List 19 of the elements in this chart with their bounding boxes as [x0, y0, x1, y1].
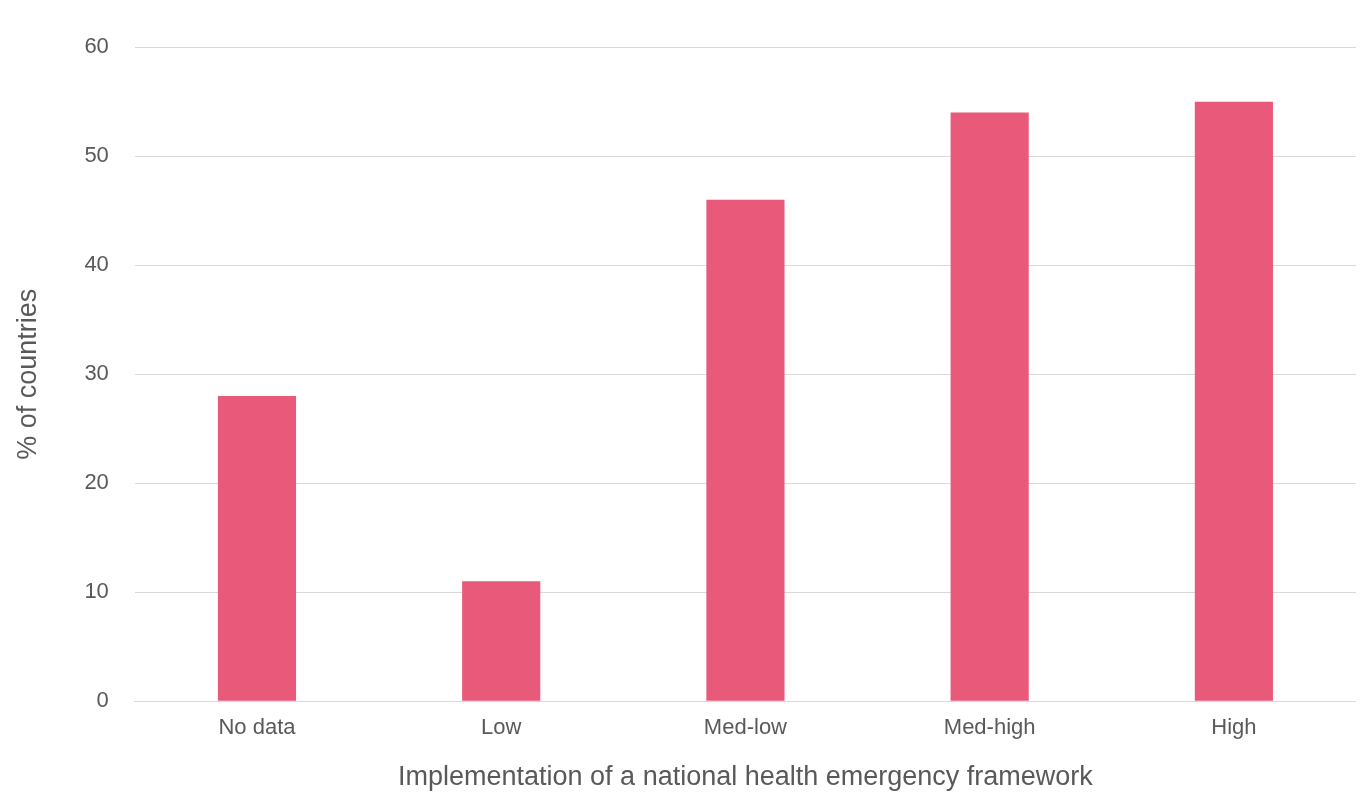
- y-tick-label: 40: [84, 251, 109, 277]
- x-tick-label: High: [1211, 714, 1257, 740]
- y-tick-label: 0: [96, 687, 109, 713]
- y-tick-label: 30: [84, 360, 109, 386]
- x-tick-label: Med-high: [943, 714, 1036, 740]
- y-axis-title: % of countries: [11, 288, 42, 460]
- y-tick-label: 10: [84, 578, 109, 604]
- x-tick-label: No data: [218, 714, 297, 740]
- bar: [1194, 101, 1273, 701]
- bar: [706, 199, 785, 701]
- y-tick-label: 50: [84, 142, 109, 168]
- y-tick-label: 60: [84, 33, 109, 59]
- x-axis-title: Implementation of a national health emergency framework: [398, 761, 1094, 792]
- x-tick-label: Low: [481, 714, 522, 740]
- bar: [462, 581, 541, 701]
- bar: [217, 396, 297, 701]
- y-tick-label: 20: [84, 469, 109, 495]
- bar: [950, 112, 1029, 701]
- x-tick-label: Med-low: [703, 714, 788, 740]
